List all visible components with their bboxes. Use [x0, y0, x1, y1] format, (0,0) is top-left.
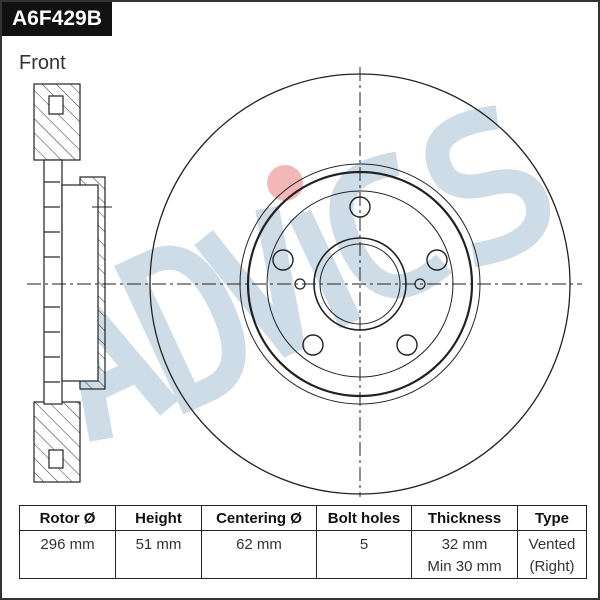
- watermark-logo: [56, 105, 551, 442]
- value-rotor: 296 mm: [19, 530, 116, 579]
- value-centering: 62 mm: [201, 530, 317, 579]
- logo-dot: [267, 164, 304, 201]
- header-bolt-holes: Bolt holes: [316, 505, 412, 531]
- table-header-row: Rotor Ø Height Centering Ø Bolt holes Th…: [19, 505, 587, 531]
- table-row: 296 mm 51 mm 62 mm 5 32 mm Min 30 mm Vent…: [19, 530, 587, 579]
- header-rotor: Rotor Ø: [19, 505, 116, 531]
- value-thickness: 32 mm Min 30 mm: [411, 530, 518, 579]
- cell-text: Vented: [528, 536, 576, 553]
- cell-text: 62 mm: [236, 536, 282, 553]
- value-bolt-holes: 5: [316, 530, 412, 579]
- spec-table: Rotor Ø Height Centering Ø Bolt holes Th…: [19, 505, 587, 579]
- cell-text: 32 mm: [441, 536, 488, 553]
- logo-letter-i: [289, 209, 362, 329]
- logo-letter-c: [329, 151, 452, 299]
- disc-face: [149, 67, 571, 497]
- cell-text-side: (Right): [529, 558, 575, 575]
- section-view: [27, 83, 582, 483]
- cell-text: 51 mm: [135, 536, 182, 553]
- cell-text-min: Min 30 mm: [427, 558, 502, 575]
- logo-letter-d: [114, 245, 246, 415]
- part-number: A6F429B: [2, 2, 112, 36]
- view-label: Front: [19, 52, 66, 74]
- value-height: 51 mm: [115, 530, 202, 579]
- logo-letter-v: [194, 205, 306, 358]
- header-thickness: Thickness: [411, 505, 518, 531]
- header-height: Height: [115, 505, 202, 531]
- value-type: Vented (Right): [517, 530, 587, 579]
- logo-letter-s: [425, 105, 551, 268]
- cell-text: 5: [359, 536, 369, 553]
- cell-text: 296 mm: [40, 536, 95, 553]
- header-type: Type: [517, 505, 587, 531]
- header-centering: Centering Ø: [201, 505, 317, 531]
